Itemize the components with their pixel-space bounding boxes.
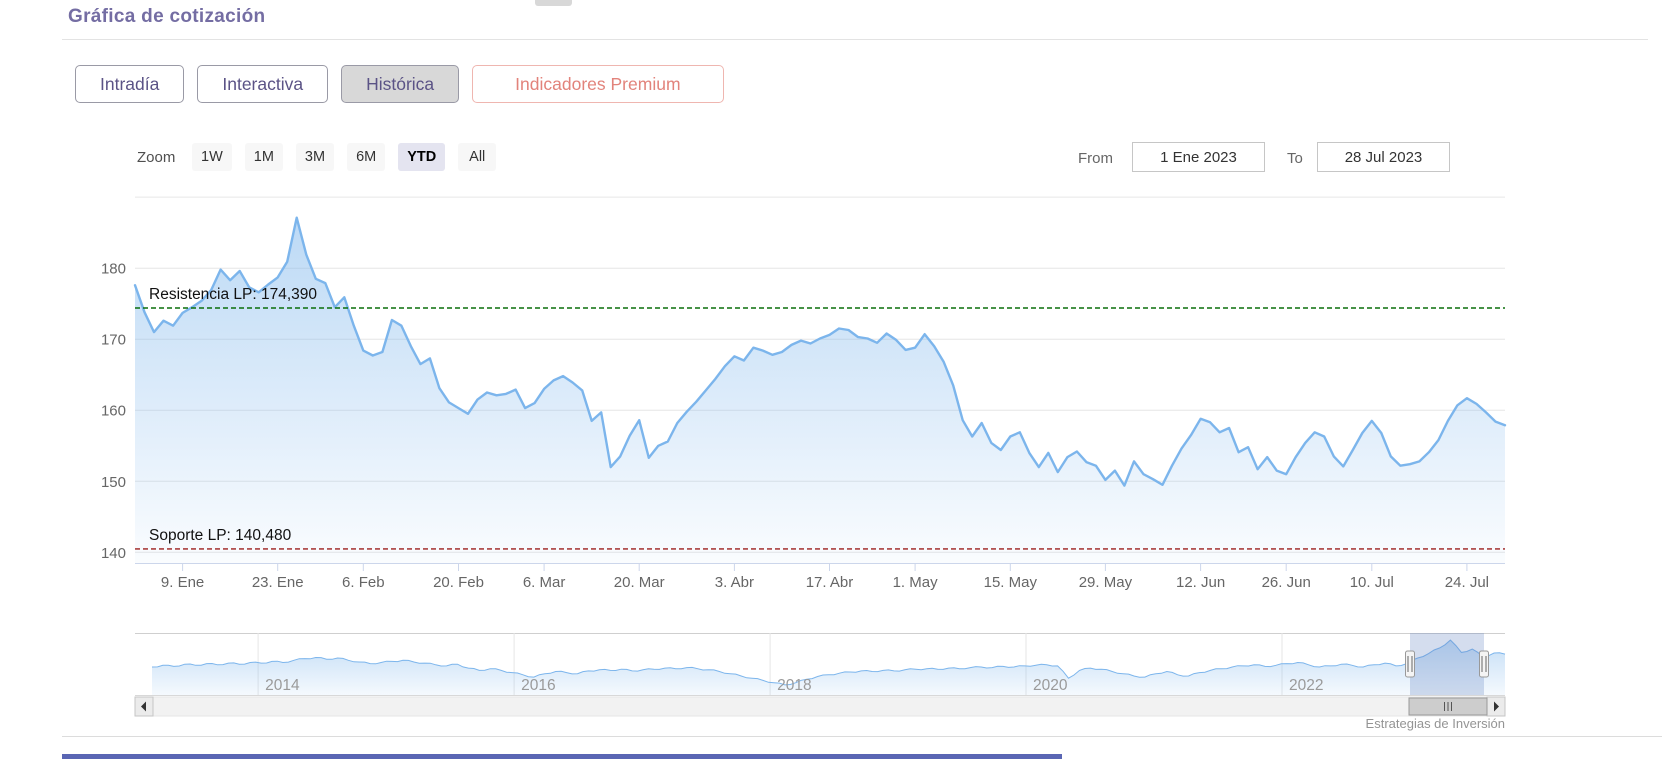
tab-historica[interactable]: Histórica: [341, 65, 460, 103]
y-axis-label: 150: [101, 474, 126, 491]
zoom-label: Zoom: [137, 149, 176, 166]
from-label: From: [1078, 150, 1113, 167]
from-date-input[interactable]: [1132, 142, 1265, 172]
navigator-selected-range[interactable]: [1410, 633, 1484, 695]
x-axis-label: 6. Mar: [523, 574, 566, 591]
x-axis-label: 17. Abr: [806, 574, 854, 591]
chart-tabs: Intradía Interactiva Histórica Indicadores …: [75, 65, 724, 103]
x-axis-label: 20. Feb: [433, 574, 484, 591]
title-divider: [62, 39, 1648, 40]
scrollbar-track[interactable]: [134, 696, 1506, 717]
x-axis-label: 26. Jun: [1262, 574, 1311, 591]
scrollbar-left-button[interactable]: [134, 696, 154, 717]
x-axis-label: 1. May: [893, 574, 939, 591]
x-axis-label: 10. Jul: [1350, 574, 1394, 591]
zoom-button-3m[interactable]: 3M: [295, 143, 335, 171]
page-title: Gráfica de cotización: [68, 6, 266, 27]
tab-interactiva[interactable]: Interactiva: [197, 65, 329, 103]
y-axis-label: 170: [101, 332, 126, 349]
credits-link[interactable]: Estrategias de Inversión: [1365, 716, 1505, 731]
zoom-button-1m[interactable]: 1M: [244, 143, 283, 171]
browser-artifact: [535, 0, 572, 6]
navigator-area[interactable]: [152, 640, 1505, 695]
scrollbar-thumb[interactable]: [1408, 697, 1488, 716]
x-axis-label: 3. Abr: [715, 574, 754, 591]
bottom-divider: [62, 736, 1662, 737]
x-axis-label: 15. May: [984, 574, 1038, 591]
y-axis-label: 180: [101, 261, 126, 278]
to-date-input[interactable]: [1317, 142, 1450, 172]
x-axis-label: 12. Jun: [1176, 574, 1225, 591]
zoom-button-6m[interactable]: 6M: [347, 143, 386, 171]
zoom-button-ytd[interactable]: YTD: [398, 143, 446, 171]
x-axis-label: 24. Jul: [1445, 574, 1489, 591]
to-label: To: [1287, 150, 1303, 167]
zoom-button-all[interactable]: All: [458, 143, 497, 171]
x-axis-label: 23. Ene: [252, 574, 304, 591]
navigator-handle-right[interactable]: [1479, 650, 1489, 678]
tab-intradia[interactable]: Intradía: [75, 65, 185, 103]
scrollbar-right-button[interactable]: [1486, 696, 1506, 717]
x-axis-label: 9. Ene: [161, 574, 204, 591]
footer-accent-bar: [62, 754, 1062, 759]
zoom-button-1w[interactable]: 1W: [192, 143, 232, 171]
x-axis-label: 20. Mar: [614, 574, 665, 591]
main-plot-area[interactable]: [135, 190, 1505, 563]
x-axis-label: 6. Feb: [342, 574, 385, 591]
y-axis-label: 160: [101, 403, 126, 420]
range-buttons: 1W 1M 3M 6M YTD All: [192, 143, 497, 171]
tab-indicadores-premium[interactable]: Indicadores Premium: [472, 65, 724, 103]
y-axis-label: 140: [101, 545, 126, 562]
x-axis-label: 29. May: [1079, 574, 1133, 591]
navigator-handle-left[interactable]: [1405, 650, 1415, 678]
